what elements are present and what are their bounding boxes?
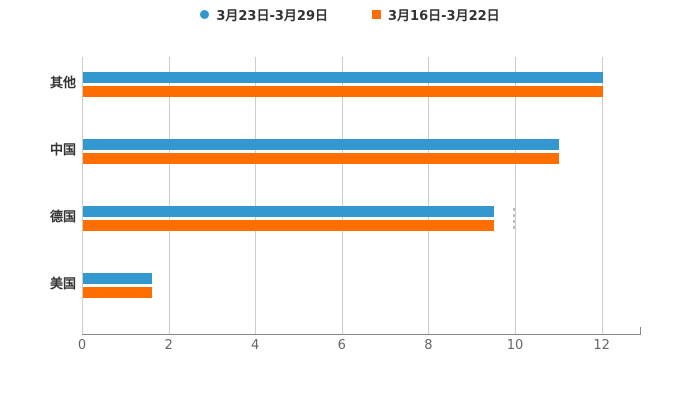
grid-line (341, 57, 343, 334)
x-tick-label: 10 (506, 338, 524, 353)
x-tick-label: 2 (164, 338, 173, 353)
bar-blue (83, 138, 560, 150)
legend: 3月23日-3月29日 3月16日-3月22日 (0, 5, 700, 24)
x-tick-label: 4 (251, 338, 260, 353)
category-label: 其他 (49, 76, 76, 91)
grid-line (255, 57, 257, 334)
x-tick-label: 12 (593, 338, 610, 353)
legend-label: 3月23日-3月29日 (216, 8, 328, 24)
x-tick-label: 6 (337, 338, 346, 353)
category-label: 德国 (49, 210, 76, 225)
bar-orange (83, 85, 603, 97)
x-axis-line (82, 334, 640, 335)
bar-blue (83, 205, 495, 217)
legend-label: 3月16日-3月22日 (388, 8, 500, 24)
bar-orange (83, 219, 495, 231)
bar-blue (83, 71, 603, 83)
legend-marker-orange-square-icon (372, 9, 381, 19)
category-label: 中国 (49, 143, 76, 158)
x-tick-label: 8 (424, 338, 433, 353)
bar-orange (83, 152, 560, 164)
grid-line (601, 57, 603, 334)
x-tick-label: 0 (77, 338, 87, 353)
bar-orange (83, 286, 153, 298)
grid-line (428, 57, 430, 334)
legend-item-week-mar16-22[interactable]: 3月16日-3月22日 (372, 5, 500, 24)
grid-line (82, 57, 83, 334)
category-label: 美国 (49, 277, 76, 292)
grid-line (168, 57, 170, 334)
legend-marker-blue-circle-icon (200, 9, 210, 19)
grid-line (515, 57, 516, 334)
x-axis-end-tick (640, 327, 641, 335)
bar-blue (83, 272, 153, 284)
legend-item-week-mar23-29[interactable]: 3月23日-3月29日 (200, 5, 328, 24)
dashed-mark (513, 208, 515, 232)
